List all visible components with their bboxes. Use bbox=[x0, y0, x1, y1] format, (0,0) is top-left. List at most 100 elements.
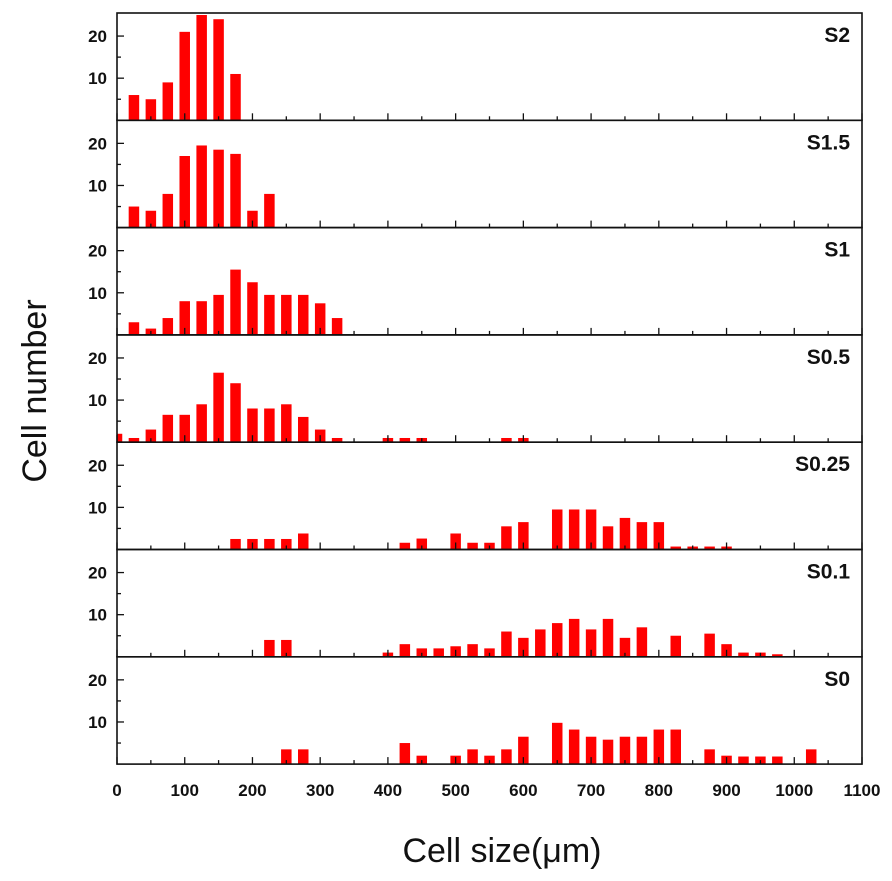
histogram-bar bbox=[213, 295, 224, 335]
histogram-bar bbox=[281, 404, 292, 442]
histogram-bar bbox=[535, 629, 546, 656]
x-tick-label: 1100 bbox=[844, 781, 881, 800]
x-tick-label: 700 bbox=[577, 781, 605, 800]
histogram-bar bbox=[298, 417, 309, 442]
histogram-bar bbox=[179, 32, 190, 120]
histogram-bar bbox=[501, 749, 512, 764]
histogram-bar bbox=[264, 295, 275, 335]
panel-s0-5: 10 20 S0.5 bbox=[88, 335, 862, 442]
histogram-bar bbox=[704, 634, 715, 657]
panel-label: S0.25 bbox=[795, 453, 850, 476]
y-tick-label: 10 bbox=[88, 713, 107, 732]
y-tick-label: 10 bbox=[88, 498, 107, 517]
panel-frame bbox=[117, 13, 862, 120]
histogram-bar bbox=[281, 295, 292, 335]
histogram-bar bbox=[196, 145, 207, 227]
panel-s1-5: 10 20 S1.5 bbox=[88, 120, 862, 227]
panel-s1: 10 20 S1 bbox=[88, 228, 862, 335]
histogram-bar bbox=[603, 619, 614, 657]
histogram-bar bbox=[230, 270, 241, 335]
y-tick-label: 20 bbox=[88, 242, 107, 261]
histogram-bar bbox=[264, 539, 275, 550]
y-tick-label: 20 bbox=[88, 456, 107, 475]
histogram-bar bbox=[620, 737, 631, 764]
histogram-bar bbox=[298, 295, 309, 335]
x-axis: 0 100 200 300 400 500 600 700 800 900 1000 1100 bbox=[112, 781, 880, 800]
histogram-bar bbox=[129, 207, 140, 228]
panel-s0: 10 20 S0 bbox=[88, 657, 862, 764]
histogram-bar bbox=[129, 95, 140, 120]
histogram-bar bbox=[264, 409, 275, 443]
y-tick-label: 20 bbox=[88, 349, 107, 368]
panel-frame bbox=[117, 120, 862, 227]
histogram-bar bbox=[196, 15, 207, 120]
histogram-bar bbox=[196, 301, 207, 335]
histogram-bar bbox=[230, 154, 241, 228]
histogram-bar bbox=[603, 740, 614, 764]
histogram-bar bbox=[806, 749, 817, 764]
y-tick-label: 20 bbox=[88, 671, 107, 690]
histogram-bar bbox=[298, 749, 309, 764]
histogram-bar bbox=[467, 749, 478, 764]
y-tick-label: 10 bbox=[88, 606, 107, 625]
histogram-bar bbox=[569, 619, 580, 657]
histogram-bar bbox=[501, 632, 512, 657]
histogram-bar bbox=[671, 730, 682, 765]
histogram-bar bbox=[704, 749, 715, 764]
y-tick-label: 20 bbox=[88, 27, 107, 46]
histogram-bar bbox=[467, 543, 478, 550]
histogram-bar bbox=[247, 282, 258, 335]
histogram-bar bbox=[637, 737, 648, 764]
panel-label: S0 bbox=[824, 668, 850, 691]
histogram-bar bbox=[772, 757, 783, 765]
panel-frame bbox=[117, 442, 862, 549]
panel-frame bbox=[117, 228, 862, 335]
panel-label: S1.5 bbox=[807, 131, 851, 154]
histogram-bar bbox=[230, 539, 241, 550]
histogram-bar bbox=[264, 194, 275, 228]
histogram-bar bbox=[433, 648, 444, 656]
panel-label: S0.1 bbox=[807, 561, 851, 584]
histogram-bar bbox=[552, 623, 563, 657]
panel-label: S2 bbox=[824, 24, 850, 47]
histogram-bar bbox=[230, 383, 241, 442]
histogram-bar bbox=[637, 522, 648, 549]
histogram-bar bbox=[603, 526, 614, 549]
y-axis-title: Cell number bbox=[16, 299, 54, 482]
histogram-bar bbox=[400, 743, 411, 764]
histogram-bar bbox=[213, 373, 224, 443]
histogram-bar bbox=[230, 74, 241, 120]
x-tick-label: 600 bbox=[509, 781, 537, 800]
panel-s0-1: 10 20 S0.1 bbox=[88, 550, 862, 657]
histogram-bar bbox=[213, 150, 224, 228]
histogram-bar bbox=[552, 509, 563, 549]
histogram-bar bbox=[163, 415, 174, 442]
histogram-bar bbox=[620, 518, 631, 550]
panel-s0-25: 10 20 S0.25 bbox=[88, 442, 862, 549]
y-tick-label: 20 bbox=[88, 564, 107, 583]
histogram-bar bbox=[400, 644, 411, 657]
histogram-bar bbox=[332, 318, 343, 335]
histogram-bar bbox=[163, 194, 174, 228]
panel-s2: 10 20 S2 bbox=[88, 13, 862, 120]
histogram-bar bbox=[569, 509, 580, 549]
y-tick-label: 10 bbox=[88, 69, 107, 88]
histogram-bar bbox=[552, 723, 563, 764]
x-tick-label: 900 bbox=[712, 781, 740, 800]
y-tick-label: 10 bbox=[88, 176, 107, 195]
panel-frame bbox=[117, 335, 862, 442]
histogram-bar bbox=[196, 404, 207, 442]
x-tick-label: 0 bbox=[112, 781, 121, 800]
panels-layer: 10 20 S2 10 20 S1.5 10 20 S1 10 20 S0.5 10 20 S0.25 10 2… bbox=[88, 13, 862, 764]
x-axis-title: Cell size(μm) bbox=[402, 832, 601, 870]
histogram-bar bbox=[569, 730, 580, 765]
histogram-bar bbox=[298, 533, 309, 549]
panel-frame bbox=[117, 550, 862, 657]
histogram-bar bbox=[738, 757, 749, 765]
histogram-bar bbox=[213, 19, 224, 120]
histogram-bar bbox=[129, 322, 140, 335]
x-tick-label: 500 bbox=[441, 781, 469, 800]
histogram-bar bbox=[163, 82, 174, 120]
